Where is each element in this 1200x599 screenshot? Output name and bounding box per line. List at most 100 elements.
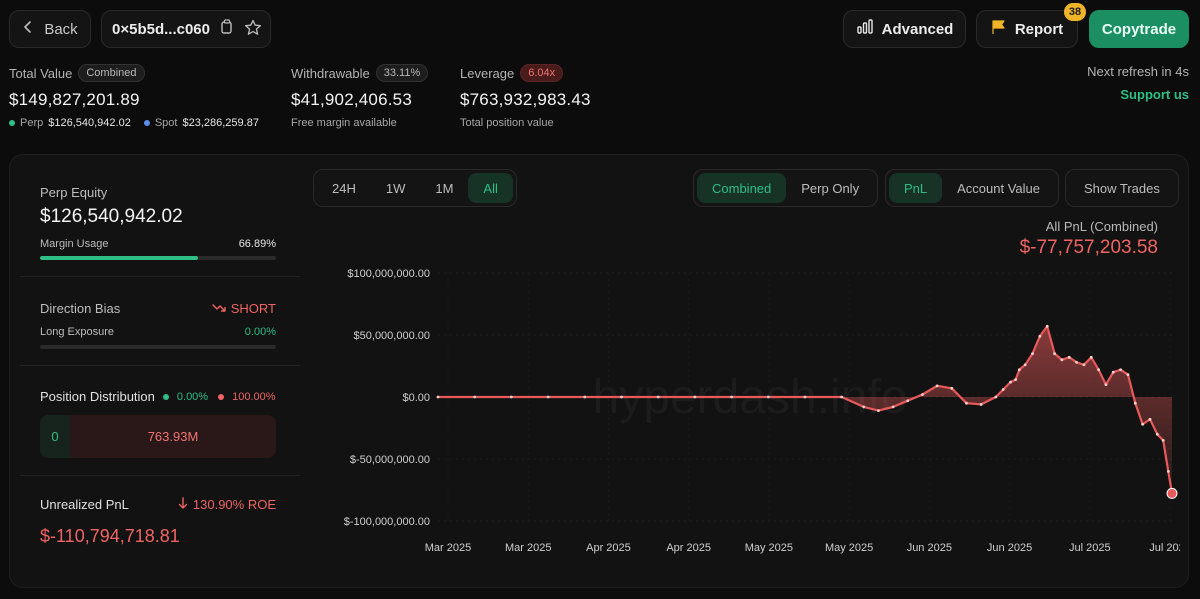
data-point xyxy=(510,395,513,399)
pnl-chart[interactable]: hyperdash.info $100,000,000.00$50,000,00… xyxy=(310,255,1180,575)
direction-bias-value: SHORT xyxy=(230,301,276,316)
tab-1m[interactable]: 1M xyxy=(435,180,454,196)
advanced-button[interactable]: Advanced xyxy=(843,10,966,48)
back-button[interactable]: Back xyxy=(9,10,91,48)
direction-bias-label: Direction Bias xyxy=(40,301,121,316)
tab-1w[interactable]: 1W xyxy=(385,180,406,196)
x-tick-label: Mar 2025 xyxy=(505,542,551,554)
data-point xyxy=(1082,363,1086,367)
long-dot-icon xyxy=(162,393,169,400)
data-point xyxy=(921,393,924,396)
wallet-address: 0×5b5d...c060 xyxy=(112,20,210,38)
data-point xyxy=(730,395,733,399)
timeframe-selector: 24H 1W 1M All xyxy=(313,169,517,207)
metric-selector: PnL Account Value xyxy=(885,169,1060,207)
tab-account-value[interactable]: Account Value xyxy=(957,180,1041,196)
copy-icon[interactable] xyxy=(220,19,234,39)
data-point xyxy=(1104,383,1108,386)
data-point xyxy=(906,399,910,403)
show-trades-toggle[interactable]: Show Trades xyxy=(1065,169,1179,207)
data-point xyxy=(693,395,697,399)
flag-icon xyxy=(991,19,1007,39)
support-link[interactable]: Support us xyxy=(1120,87,1189,102)
divider xyxy=(20,365,300,366)
data-point xyxy=(766,395,770,399)
y-tick-label: $0.00 xyxy=(402,392,430,404)
data-point xyxy=(1141,422,1145,426)
leverage-sub: Total position value xyxy=(460,117,554,129)
x-tick-label: Jun 2025 xyxy=(907,542,952,554)
data-point xyxy=(1023,363,1027,367)
data-point xyxy=(1111,370,1115,374)
margin-usage-bar xyxy=(40,256,276,260)
roe-value: 130.90% ROE xyxy=(192,497,276,512)
leverage-value: $763,932,983.43 xyxy=(460,90,591,109)
data-point xyxy=(1038,334,1042,338)
short-dot-icon xyxy=(218,393,225,400)
x-tick-label: Mar 2025 xyxy=(425,542,471,554)
y-tick-label: $-100,000,000.00 xyxy=(344,516,430,528)
perp-value: $126,540,942.02 xyxy=(48,117,131,129)
tab-perp-only[interactable]: Perp Only xyxy=(801,180,860,196)
tab-all[interactable]: All xyxy=(468,173,513,203)
data-point xyxy=(1031,352,1034,355)
data-point xyxy=(1014,378,1018,382)
withdrawable-pill: 33.11% xyxy=(375,64,429,82)
total-value-label: Total Value xyxy=(9,65,73,81)
long-exposure-value: 0.00% xyxy=(244,326,276,338)
data-point xyxy=(1133,401,1137,405)
data-point xyxy=(950,386,954,390)
y-tick-label: $100,000,000.00 xyxy=(347,268,430,280)
main-panel: Perp Equity $126,540,942.02 Margin Usage… xyxy=(9,154,1189,588)
leverage-pill: 6.04x xyxy=(520,64,564,82)
perp-equity-section: Perp Equity $126,540,942.02 Margin Usage… xyxy=(40,185,276,260)
data-point xyxy=(473,395,477,399)
data-point xyxy=(891,405,895,409)
show-trades-label: Show Trades xyxy=(1084,180,1160,196)
leverage-label: Leverage xyxy=(460,65,515,81)
x-tick-label: May 2025 xyxy=(745,542,793,554)
data-point xyxy=(583,395,587,399)
data-point xyxy=(656,395,660,399)
data-point xyxy=(1045,324,1049,328)
report-button[interactable]: Report xyxy=(976,10,1078,48)
copytrade-button[interactable]: Copytrade xyxy=(1089,10,1189,48)
margin-usage-value: 66.89% xyxy=(238,238,276,250)
spot-dot-icon xyxy=(143,120,150,126)
margin-usage-fill xyxy=(40,256,198,260)
data-point xyxy=(979,403,983,406)
report-label: Report xyxy=(1014,20,1064,38)
total-value-stat: Total Value Combined $149,827,201.89 Per… xyxy=(9,64,259,129)
star-icon[interactable] xyxy=(244,19,262,40)
long-pct: 0.00% xyxy=(176,390,209,403)
data-point xyxy=(1155,432,1159,436)
divider xyxy=(20,475,300,476)
position-distribution-section: Position Distribution 0.00% 100.00% xyxy=(40,389,276,404)
data-point xyxy=(840,395,844,399)
tab-pnl[interactable]: PnL xyxy=(889,173,943,203)
advanced-label: Advanced xyxy=(881,20,954,38)
long-exposure-label: Long Exposure xyxy=(40,326,114,338)
refresh-countdown: Next refresh in 4s xyxy=(1087,64,1189,79)
x-tick-label: May 2025 xyxy=(825,542,873,554)
data-point xyxy=(1089,355,1093,359)
data-point xyxy=(546,395,550,399)
tab-24h[interactable]: 24H xyxy=(332,180,356,196)
direction-bias-section: Direction Bias SHORT Long Exposure 0.00% xyxy=(40,301,276,349)
leverage-stat: Leverage 6.04x $763,932,983.43 Total pos… xyxy=(460,64,591,129)
perp-equity-value: $126,540,942.02 xyxy=(40,206,183,227)
chevron-left-icon xyxy=(22,20,34,38)
unrealized-pnl-label: Unrealized PnL xyxy=(40,497,129,512)
perp-dot-icon xyxy=(9,120,15,126)
withdrawable-stat: Withdrawable 33.11% $41,902,406.53 Free … xyxy=(291,64,429,129)
position-distribution-bar: 0 763.93M xyxy=(40,415,276,458)
data-point xyxy=(1075,360,1078,364)
data-point xyxy=(862,405,866,409)
withdrawable-label: Withdrawable xyxy=(291,65,370,81)
tab-combined[interactable]: Combined xyxy=(697,173,787,203)
data-point xyxy=(1148,417,1152,421)
data-point xyxy=(1067,355,1071,359)
position-distribution-label: Position Distribution xyxy=(40,389,155,404)
data-point xyxy=(1001,388,1005,391)
x-tick-label: Jun 2025 xyxy=(987,542,1032,554)
